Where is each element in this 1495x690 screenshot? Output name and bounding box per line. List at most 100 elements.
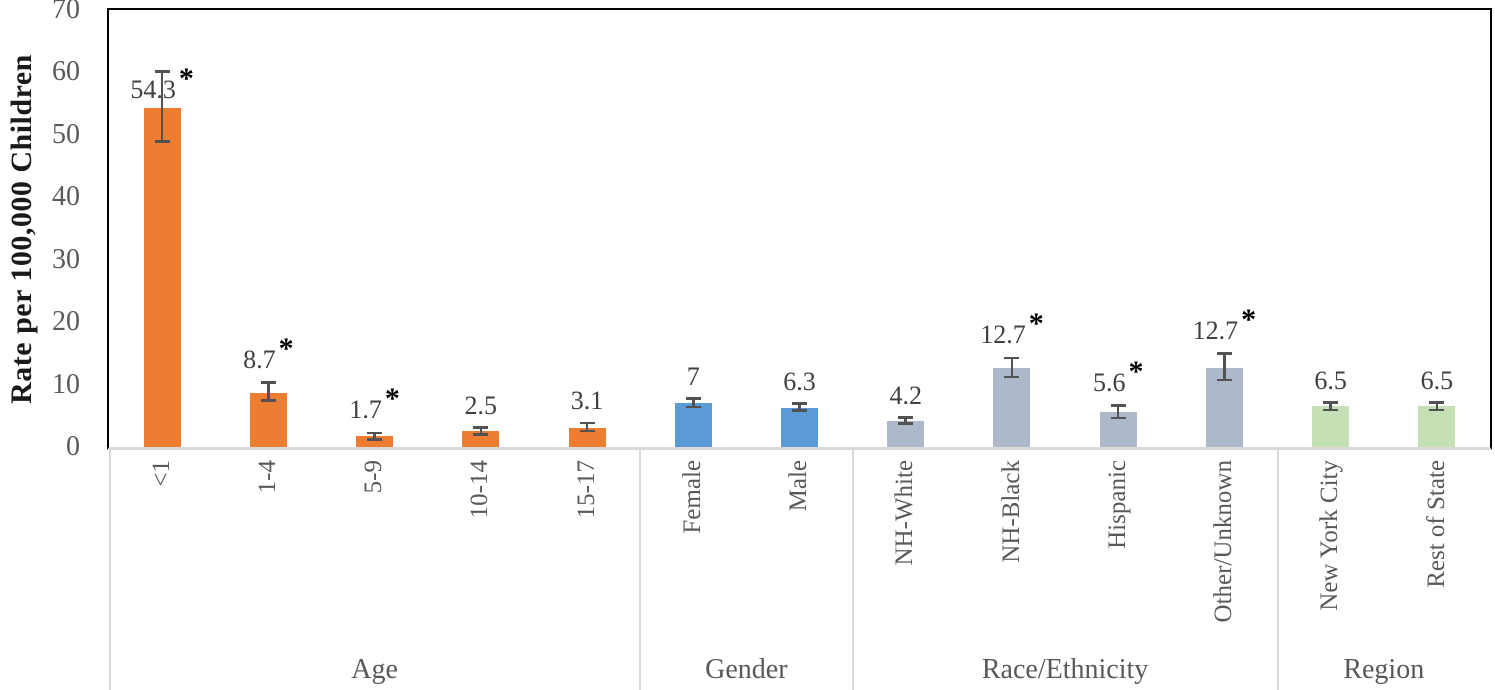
x-axis-tick-label: 5-9 — [358, 460, 392, 670]
category-group-label: Gender — [705, 654, 788, 685]
category-group-label: Age — [351, 654, 398, 685]
bar-value-label: 5.6 * — [1043, 356, 1193, 397]
bar — [462, 431, 500, 447]
error-bar-cap-bottom — [1216, 378, 1232, 382]
error-bar-line — [585, 423, 589, 432]
error-bar-cap-top — [1004, 356, 1020, 360]
error-bar-cap-bottom — [1110, 416, 1126, 420]
x-axis-tick-label: Rest of State — [1420, 460, 1454, 670]
bar-value-label: 6.5 — [1362, 365, 1495, 395]
bar-value-label: 1.7 * — [300, 384, 450, 425]
bar-value-label: 6.5 — [1256, 367, 1406, 394]
bar-value-text: 1.7 — [349, 395, 382, 425]
category-divider — [851, 450, 854, 690]
category-divider — [1276, 450, 1279, 690]
x-axis-tick-label: New York City — [1314, 460, 1348, 670]
error-bar-cap-bottom — [154, 140, 170, 143]
error-bar-cap-bottom — [1429, 408, 1445, 412]
bar — [1312, 406, 1350, 447]
x-axis-tick-text: 15-17 — [572, 460, 600, 519]
x-axis-category-area: <1 1-4 5-9 10-14 15-17 Age Female Male Gender NH-… — [109, 450, 1490, 690]
x-axis-tick-text: Hispanic — [1103, 460, 1131, 549]
error-bar-line — [798, 403, 801, 411]
error-bar-cap-top — [1110, 404, 1126, 407]
error-bar-line — [267, 382, 270, 401]
bar — [674, 403, 712, 447]
bar — [887, 420, 925, 447]
category-divider — [109, 450, 111, 690]
error-bar-line — [1010, 358, 1014, 378]
bar-value-text: 54.3 — [130, 75, 176, 105]
error-bar-cap-top — [473, 426, 489, 429]
bar — [143, 108, 181, 447]
bar-value-text: 7 — [686, 361, 700, 391]
bar-value-text: 12.7 — [980, 320, 1026, 350]
x-axis-tick-text: <1 — [147, 460, 175, 487]
x-axis-tick-label: Male — [783, 460, 817, 670]
x-axis-tick-text: Male — [785, 460, 813, 512]
y-axis-tick-label: 10 — [52, 368, 80, 400]
x-axis-tick-text: Rest of State — [1422, 460, 1450, 588]
error-bar-line — [1435, 402, 1439, 411]
bar — [993, 367, 1031, 447]
x-axis-tick-text: Female — [678, 460, 706, 534]
error-bar-cap-bottom — [1323, 408, 1339, 412]
x-axis-tick-text: NH-White — [891, 460, 919, 566]
error-bar-line — [904, 417, 907, 424]
error-bar-line — [1116, 405, 1120, 419]
x-axis-tick-label: 10-14 — [464, 460, 498, 670]
error-bar-cap-bottom — [579, 429, 595, 433]
bar-value-text: 8.7 — [243, 344, 276, 374]
bar — [1418, 406, 1456, 447]
bar-value-text: 3.1 — [570, 386, 604, 416]
significance-asterisk: * — [278, 331, 294, 365]
error-bar-cap-top — [367, 431, 383, 435]
error-bar-line — [1329, 402, 1332, 411]
category-group-label: Race/Ethnicity — [981, 654, 1149, 685]
x-axis-tick-text: New York City — [1316, 460, 1344, 611]
significance-asterisk: * — [1128, 354, 1144, 388]
bar-value-text: 4.2 — [889, 380, 922, 410]
error-bar-cap-top — [579, 421, 595, 425]
error-bar-cap-top — [154, 70, 170, 73]
error-bar-line — [692, 398, 695, 408]
bar — [781, 407, 818, 447]
plot-area: 54.3 * 8.7 * 1.7 * 2.5 3.1 7 6.3 4.2 12.7 * 5.6 * 12.7 *… — [107, 8, 1492, 450]
x-axis-tick-text: 1-4 — [253, 460, 281, 494]
error-bar-cap-bottom — [367, 438, 383, 441]
significance-asterisk: * — [384, 382, 400, 416]
significance-asterisk: * — [1028, 307, 1044, 341]
x-axis-tick-label: 1-4 — [251, 460, 285, 670]
y-axis-tick-label: 30 — [52, 243, 80, 275]
bar — [356, 436, 394, 447]
x-axis-tick-text: Other/Unknown — [1210, 460, 1238, 623]
bar-value-label: 54.3 * — [87, 64, 237, 105]
bar-value-label: 12.7 * — [1149, 304, 1299, 345]
error-bar-line — [1223, 353, 1226, 381]
error-bar-cap-top — [685, 397, 701, 400]
bar-value-label: 3.1 — [512, 388, 662, 414]
bar-value-text: 2.5 — [464, 390, 498, 420]
x-axis-tick-label: Other/Unknown — [1207, 460, 1241, 670]
bar-value-label: 7 — [618, 361, 768, 391]
bar-value-label: 8.7 * — [193, 333, 343, 374]
bar-value-text: 12.7 — [1192, 315, 1239, 345]
y-axis-tick-label: 50 — [52, 118, 80, 150]
bar — [568, 427, 606, 447]
category-divider — [639, 450, 642, 690]
bar-value-label: 6.3 — [725, 368, 875, 395]
x-axis-tick-label: 15-17 — [570, 460, 604, 670]
bar-value-text: 6.5 — [1420, 365, 1454, 395]
error-bar-line — [373, 433, 376, 440]
error-bar-line — [479, 427, 483, 435]
bar-value-label: 4.2 — [831, 380, 981, 410]
error-bar-cap-top — [1216, 352, 1232, 355]
error-bar-cap-top — [260, 381, 276, 384]
error-bar-cap-bottom — [1004, 375, 1020, 379]
y-axis-tick-label: 60 — [52, 56, 80, 88]
x-axis-tick-label: Female — [676, 460, 710, 670]
significance-asterisk: * — [178, 62, 194, 96]
x-axis-tick-label: NH-White — [889, 460, 923, 670]
error-bar-line — [160, 71, 164, 142]
